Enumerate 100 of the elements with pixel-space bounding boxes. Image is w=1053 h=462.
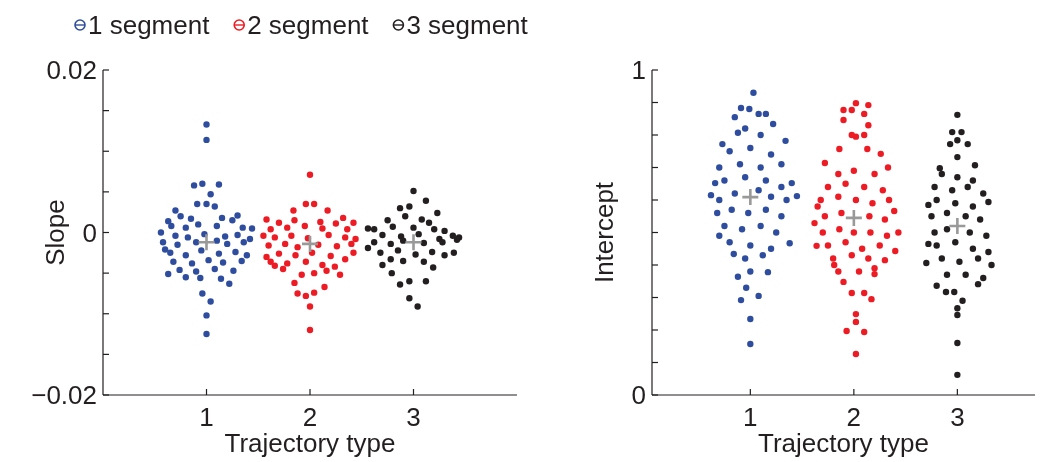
point (399, 237, 407, 244)
point (943, 226, 951, 233)
y-tick-label: 0 (82, 217, 97, 248)
point (773, 229, 780, 236)
point (418, 216, 425, 223)
point (954, 111, 961, 119)
point (951, 288, 958, 296)
point (931, 183, 938, 191)
point (203, 121, 210, 128)
point (198, 247, 205, 254)
point (747, 268, 754, 275)
point (938, 255, 946, 262)
point (341, 234, 349, 241)
point (741, 125, 749, 132)
point (323, 267, 330, 274)
point (441, 252, 448, 259)
point (275, 219, 283, 226)
point (294, 290, 301, 297)
point (190, 182, 198, 189)
point (302, 258, 310, 265)
point (750, 89, 757, 96)
point (933, 196, 940, 204)
point (737, 104, 745, 112)
y-tick-label: 0.02 (46, 55, 97, 85)
point (192, 268, 200, 275)
point (170, 258, 177, 265)
point (962, 213, 969, 220)
y-tick-label: −0.02 (31, 380, 97, 410)
point (370, 239, 378, 246)
point (192, 239, 200, 246)
point (422, 278, 430, 285)
point (431, 226, 438, 233)
point (406, 278, 413, 285)
point (224, 240, 231, 248)
point (246, 235, 254, 243)
point (238, 257, 245, 265)
point (281, 240, 289, 248)
point (203, 136, 210, 144)
point (339, 214, 347, 222)
point (302, 200, 310, 208)
point (734, 273, 742, 280)
point (767, 245, 775, 252)
point (948, 128, 956, 136)
point (936, 164, 943, 172)
point (762, 110, 770, 118)
point (747, 315, 754, 323)
point (396, 204, 404, 212)
point (284, 224, 291, 231)
point (203, 312, 210, 319)
point (341, 256, 349, 263)
point (234, 231, 241, 239)
point (294, 243, 301, 251)
point (764, 268, 772, 276)
point (974, 255, 982, 262)
point (176, 266, 183, 274)
point (755, 110, 762, 118)
point (199, 180, 206, 187)
point (420, 239, 428, 247)
point (172, 232, 179, 239)
point (207, 191, 214, 198)
point (195, 221, 202, 228)
point (213, 237, 221, 244)
point (301, 222, 309, 230)
point (928, 213, 935, 220)
point (157, 229, 165, 236)
point (310, 200, 318, 208)
point (364, 225, 372, 232)
point (260, 232, 267, 239)
point (925, 240, 932, 248)
point (402, 213, 409, 220)
point (948, 187, 956, 194)
point (336, 271, 344, 278)
point (271, 234, 279, 241)
point (747, 340, 754, 348)
point (215, 250, 223, 257)
point (306, 326, 314, 334)
point (165, 270, 172, 278)
point (226, 280, 233, 287)
point (263, 216, 270, 223)
legend-label: 3 segment (406, 10, 529, 40)
point (942, 288, 950, 296)
point (284, 260, 291, 267)
point (767, 151, 775, 158)
point (203, 330, 210, 338)
point (954, 371, 961, 379)
point (707, 191, 715, 199)
point (730, 250, 737, 258)
point (306, 303, 314, 310)
point (420, 258, 428, 265)
point (755, 187, 762, 194)
point (327, 252, 334, 260)
legend-label: 2 segment (247, 10, 370, 40)
point (933, 282, 940, 289)
point (377, 249, 384, 257)
point (174, 241, 181, 248)
point (308, 249, 316, 257)
point (167, 249, 174, 257)
point (726, 148, 733, 155)
point (988, 261, 995, 269)
point (954, 305, 961, 312)
